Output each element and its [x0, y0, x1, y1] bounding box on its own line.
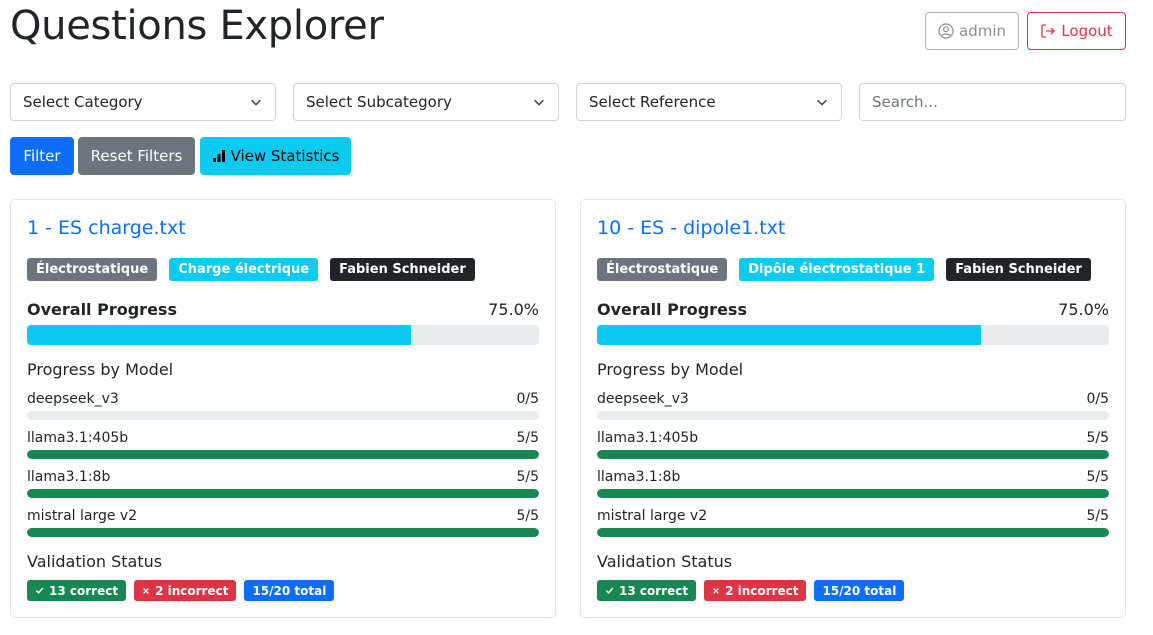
- incorrect-badge: 2 incorrect: [704, 580, 807, 601]
- model-score: 5/5: [516, 508, 539, 524]
- model-progress-bar: [27, 489, 539, 498]
- model-progress-bar: [597, 528, 1109, 537]
- model-progress-bar: [27, 411, 539, 420]
- progress-by-model-heading: Progress by Model: [27, 360, 174, 379]
- model-progress-fill: [27, 489, 539, 498]
- chevron-down-icon: [534, 99, 544, 106]
- overall-progress-fill: [597, 325, 981, 345]
- model-name: llama3.1:8b: [27, 469, 111, 485]
- model-progress-bar: [27, 450, 539, 459]
- model-progress-fill: [597, 450, 1109, 459]
- author-badge: Fabien Schneider: [330, 258, 475, 281]
- overall-progress-fill: [27, 325, 411, 345]
- model-score: 0/5: [516, 391, 539, 407]
- validation-status-heading: Validation Status: [597, 552, 733, 571]
- overall-progress-percent: 75.0%: [1058, 300, 1109, 319]
- overall-progress-label: Overall Progress: [27, 300, 177, 319]
- search-input[interactable]: [859, 83, 1126, 121]
- model-score: 0/5: [1086, 391, 1109, 407]
- admin-user-button[interactable]: admin: [925, 12, 1019, 50]
- reset-filters-button[interactable]: Reset Filters: [78, 137, 195, 175]
- correct-count: 13 correct: [619, 583, 689, 598]
- total-badge: 15/20 total: [244, 580, 335, 601]
- question-card: 10 - ES - dipole1.txt Électrostatique Di…: [580, 199, 1126, 618]
- author-badge: Fabien Schneider: [946, 258, 1091, 281]
- model-progress-fill: [27, 450, 539, 459]
- model-name: deepseek_v3: [27, 391, 119, 407]
- subcategory-badge: Dipôle électrostatique 1: [739, 258, 935, 281]
- overall-progress-label: Overall Progress: [597, 300, 747, 319]
- model-progress-fill: [27, 528, 539, 537]
- reference-select[interactable]: Select Reference: [576, 83, 842, 121]
- model-score: 5/5: [516, 430, 539, 446]
- correct-count: 13 correct: [49, 583, 119, 598]
- subcategory-badge: Charge électrique: [169, 258, 319, 281]
- correct-badge: 13 correct: [27, 580, 127, 601]
- admin-label: admin: [959, 22, 1006, 40]
- card-title-link[interactable]: 10 - ES - dipole1.txt: [597, 217, 786, 239]
- progress-by-model-heading: Progress by Model: [597, 360, 744, 379]
- bar-chart-icon: [212, 150, 225, 162]
- chevron-down-icon: [817, 99, 827, 106]
- model-name: deepseek_v3: [597, 391, 689, 407]
- correct-badge: 13 correct: [597, 580, 697, 601]
- incorrect-count: 2 incorrect: [155, 583, 229, 598]
- model-progress-bar: [597, 489, 1109, 498]
- page-title: Questions Explorer: [10, 3, 384, 49]
- model-progress-bar: [27, 528, 539, 537]
- model-score: 5/5: [516, 469, 539, 485]
- incorrect-count: 2 incorrect: [725, 583, 799, 598]
- subcategory-select[interactable]: Select Subcategory: [293, 83, 559, 121]
- user-circle-icon: [938, 23, 954, 39]
- filter-button[interactable]: Filter: [10, 137, 74, 175]
- total-badge: 15/20 total: [814, 580, 905, 601]
- model-name: llama3.1:405b: [27, 430, 129, 446]
- logout-button[interactable]: Logout: [1027, 12, 1126, 50]
- validation-status-heading: Validation Status: [27, 552, 163, 571]
- view-statistics-button[interactable]: View Statistics: [200, 137, 351, 175]
- model-progress-bar: [597, 411, 1109, 420]
- model-name: llama3.1:8b: [597, 469, 681, 485]
- logout-icon: [1041, 24, 1056, 38]
- x-icon: [713, 587, 719, 594]
- category-select-value: Select Category: [23, 93, 143, 111]
- model-progress-fill: [597, 489, 1109, 498]
- model-progress-fill: [597, 528, 1109, 537]
- chevron-down-icon: [251, 99, 261, 106]
- reference-select-value: Select Reference: [589, 93, 716, 111]
- question-card: 1 - ES charge.txt Électrostatique Charge…: [10, 199, 556, 618]
- category-badge: Électrostatique: [27, 258, 158, 281]
- view-statistics-label: View Statistics: [230, 147, 340, 165]
- overall-progress-bar: [597, 325, 1109, 345]
- model-name: mistral large v2: [27, 508, 138, 524]
- x-icon: [143, 587, 149, 594]
- subcategory-select-value: Select Subcategory: [306, 93, 452, 111]
- category-badge: Électrostatique: [597, 258, 728, 281]
- model-score: 5/5: [1086, 430, 1109, 446]
- category-select[interactable]: Select Category: [10, 83, 276, 121]
- model-score: 5/5: [1086, 469, 1109, 485]
- model-progress-bar: [597, 450, 1109, 459]
- check-icon: [605, 587, 614, 594]
- overall-progress-bar: [27, 325, 539, 345]
- card-title-link[interactable]: 1 - ES charge.txt: [27, 217, 186, 239]
- logout-label: Logout: [1061, 22, 1113, 40]
- model-score: 5/5: [1086, 508, 1109, 524]
- overall-progress-percent: 75.0%: [488, 300, 539, 319]
- incorrect-badge: 2 incorrect: [134, 580, 237, 601]
- model-name: mistral large v2: [597, 508, 708, 524]
- model-name: llama3.1:405b: [597, 430, 699, 446]
- check-icon: [35, 587, 44, 594]
